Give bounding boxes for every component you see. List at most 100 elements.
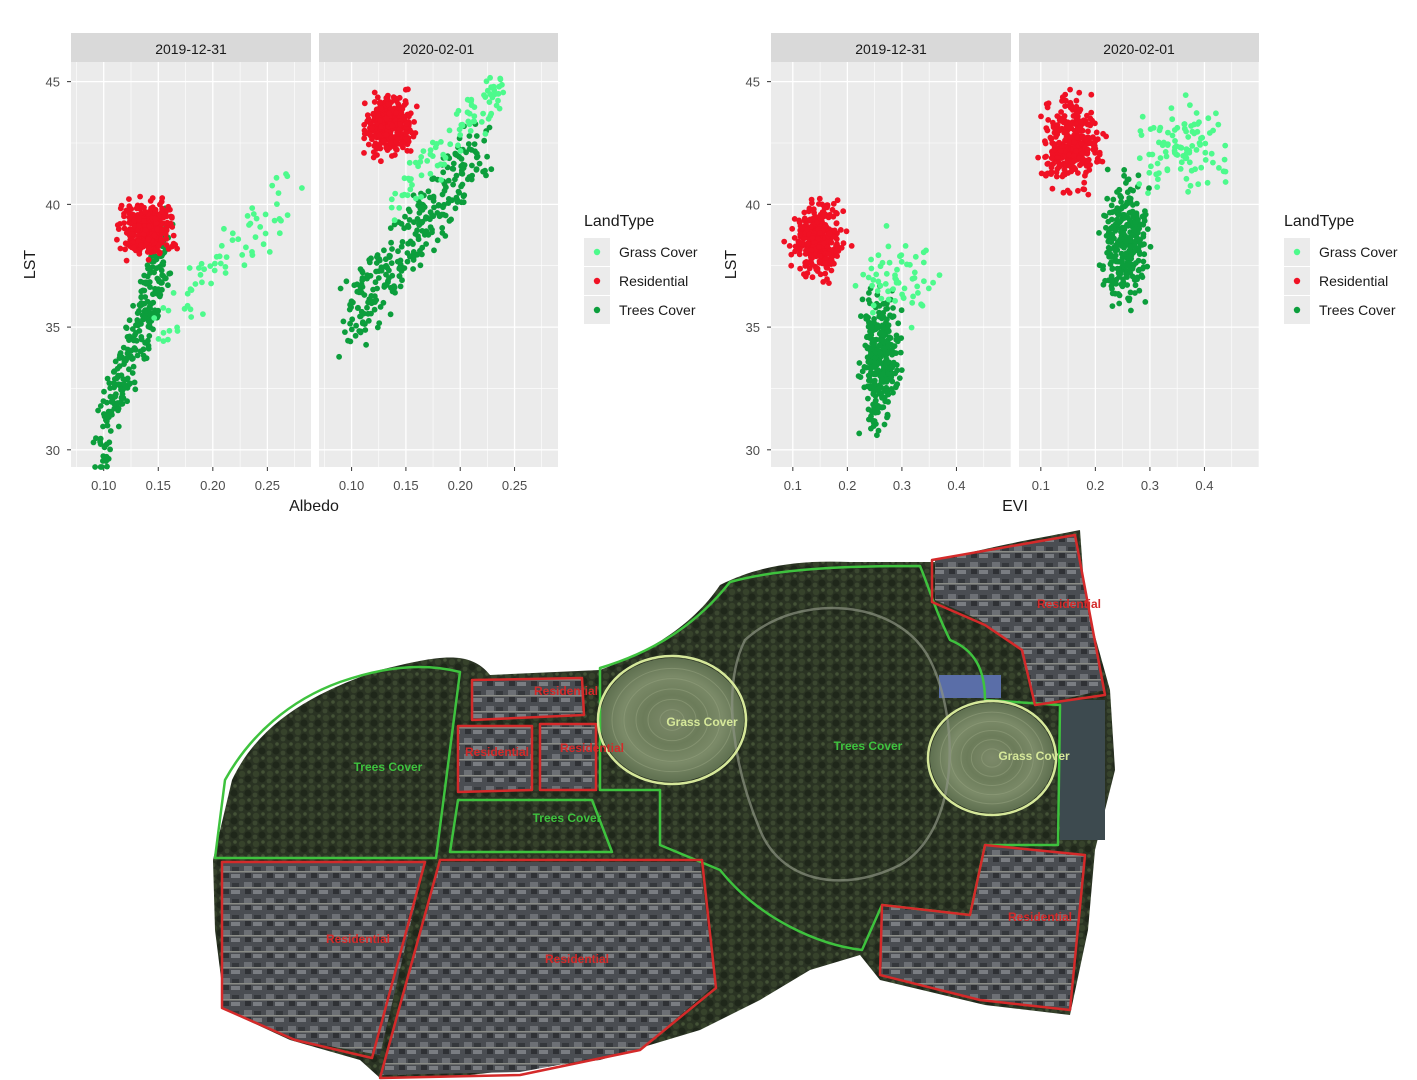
x-tick-label: 0.10: [91, 478, 116, 493]
data-point: [100, 423, 106, 430]
data-point: [825, 251, 832, 257]
data-point: [813, 265, 820, 272]
data-point: [1178, 159, 1185, 166]
data-point: [883, 270, 890, 277]
data-point: [398, 243, 405, 250]
data-point: [817, 216, 824, 223]
data-point: [872, 371, 879, 378]
data-point: [801, 209, 808, 216]
data-point: [392, 289, 398, 296]
data-point: [229, 237, 236, 244]
data-point: [1087, 162, 1093, 168]
map-label-trees-middle: Trees Cover: [533, 811, 602, 825]
res-block-se: [880, 845, 1085, 1010]
legend-title: LandType: [1284, 213, 1354, 230]
data-point: [1055, 140, 1062, 147]
data-point: [894, 266, 900, 273]
data-point: [1077, 119, 1084, 125]
data-point: [412, 159, 419, 166]
data-point: [1114, 205, 1121, 212]
data-point: [374, 324, 381, 331]
data-point: [148, 205, 155, 212]
data-point: [394, 135, 401, 142]
data-point: [875, 278, 882, 285]
oval-ring: [635, 688, 709, 752]
data-point: [1169, 116, 1176, 123]
data-point: [402, 86, 409, 93]
data-point: [196, 265, 202, 271]
legend: LandType Grass Cover Residential Trees Cove…: [1284, 213, 1398, 324]
data-point: [424, 158, 431, 164]
data-point: [861, 384, 868, 391]
data-point: [888, 386, 895, 392]
data-point: [172, 241, 179, 248]
data-point: [1187, 182, 1194, 189]
data-point: [1142, 208, 1148, 215]
data-point: [1071, 157, 1078, 164]
data-point: [380, 299, 387, 306]
panel-1: 2020-02-01 0.1 0.2 0.3 0.4: [1019, 33, 1260, 493]
data-point: [371, 99, 378, 105]
data-point: [427, 170, 434, 177]
data-point: [878, 384, 885, 391]
data-point: [129, 326, 136, 332]
data-point: [198, 260, 205, 267]
data-point: [157, 291, 164, 298]
boundary-res-mid-right: [538, 722, 598, 792]
data-point: [438, 177, 444, 183]
data-point: [260, 241, 267, 248]
data-point: [901, 285, 908, 292]
data-point: [464, 109, 471, 116]
data-point: [352, 332, 359, 339]
data-point: [897, 349, 904, 356]
legend-label: Trees Cover: [619, 302, 696, 318]
data-point: [416, 200, 423, 206]
data-point: [1107, 246, 1113, 253]
data-point: [453, 111, 460, 117]
data-point: [369, 125, 376, 131]
data-point: [859, 368, 866, 375]
y-tick-label: 40: [746, 197, 760, 212]
data-point: [122, 246, 128, 253]
data-point: [877, 263, 884, 270]
data-point: [909, 299, 916, 306]
data-point: [136, 223, 143, 230]
data-point: [486, 99, 493, 105]
data-point: [831, 227, 838, 234]
data-point: [1184, 150, 1190, 156]
data-point: [878, 313, 885, 320]
data-point: [154, 226, 161, 233]
data-point: [1210, 127, 1216, 134]
data-point: [269, 182, 276, 189]
data-point: [406, 159, 413, 166]
data-point: [1085, 128, 1091, 135]
data-point: [166, 327, 173, 334]
data-point: [1103, 232, 1110, 239]
data-point: [1108, 259, 1115, 265]
data-point: [150, 291, 156, 298]
data-point: [871, 316, 877, 322]
data-point: [1142, 299, 1149, 305]
data-point: [1210, 159, 1216, 166]
data-point: [114, 381, 121, 388]
data-point: [165, 282, 171, 289]
data-point: [486, 124, 493, 131]
data-point: [368, 310, 374, 317]
data-point: [388, 260, 395, 266]
data-point: [299, 185, 305, 191]
data-point: [410, 257, 417, 263]
data-point: [121, 210, 127, 217]
data-point: [117, 245, 124, 252]
data-point: [111, 376, 118, 382]
data-point: [1060, 171, 1067, 178]
data-point: [106, 380, 113, 386]
data-point: [212, 260, 218, 267]
data-point: [431, 247, 437, 254]
legend-key-trees: [593, 306, 601, 314]
data-point: [207, 263, 214, 269]
data-point: [792, 243, 799, 250]
data-point: [388, 134, 395, 141]
data-point: [870, 309, 876, 316]
data-point: [164, 219, 171, 226]
data-point: [399, 277, 405, 284]
